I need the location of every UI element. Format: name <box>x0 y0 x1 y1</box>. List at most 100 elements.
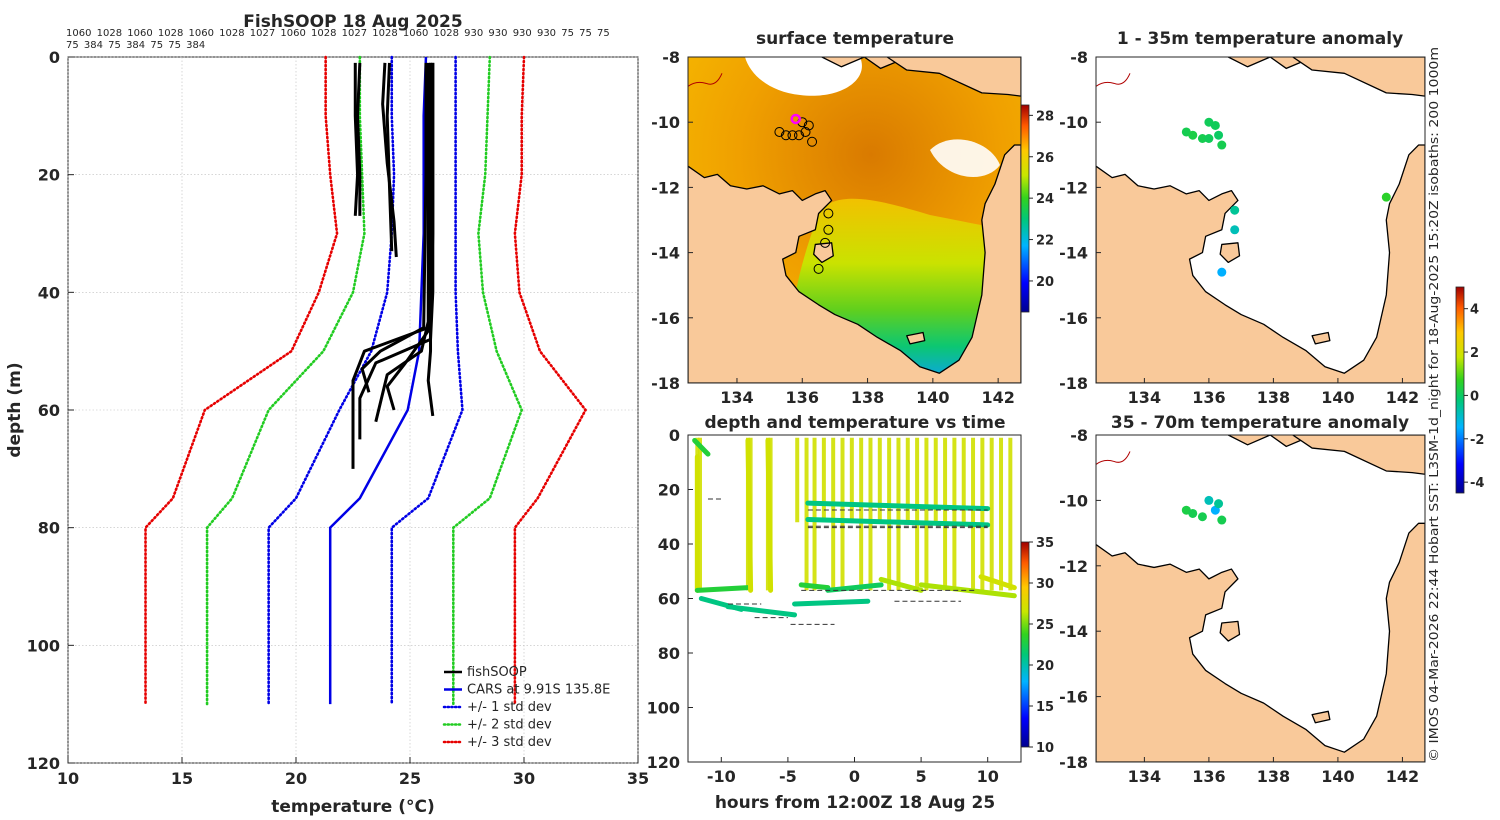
profile-xtick-label: 15 <box>171 769 193 788</box>
anomaly-upper-title: 1 - 35m temperature anomaly <box>1117 29 1403 49</box>
map-land-new-guinea <box>1292 435 1425 475</box>
map-xtick-label: 136 <box>1192 767 1225 786</box>
map-land-australia <box>1096 522 1425 762</box>
map-xtick-label: 142 <box>1386 767 1419 786</box>
map-land-new-guinea <box>886 57 1021 97</box>
sst-cast-marker <box>820 237 831 248</box>
colorbar-tick-label: 0 <box>1470 389 1479 404</box>
profile-xtick-label: 30 <box>513 769 535 788</box>
map-ytick-label: -8 <box>662 48 680 67</box>
fishsoop-cast-line <box>381 62 398 258</box>
legend-label: fishSOOP <box>467 665 527 680</box>
timeseries-xtick-label: 0 <box>849 767 860 786</box>
anomaly-lower-land <box>1096 435 1425 762</box>
sst-cast-marker <box>803 120 814 131</box>
map-ytick-label: -14 <box>1059 244 1088 263</box>
sst-highlight-marker <box>790 113 801 125</box>
profile-ytick-label: 80 <box>38 519 60 538</box>
timeseries-colorbar <box>1020 541 1030 748</box>
map-xtick-label: 140 <box>1321 767 1354 786</box>
profile-ytick-label: 20 <box>38 166 60 185</box>
profile-xtick-label: 25 <box>399 769 421 788</box>
anomaly-upper-land <box>1096 57 1425 383</box>
timeseries-trace <box>692 437 711 457</box>
timeseries-trace <box>978 574 1017 591</box>
anomaly-point <box>1204 495 1214 505</box>
anomaly-point <box>1214 130 1224 140</box>
profile-ytick-label: 100 <box>27 636 60 655</box>
map-xtick-label: 142 <box>981 388 1014 407</box>
map-xtick-label: 140 <box>1321 388 1354 407</box>
map-island <box>813 242 834 264</box>
colorbar-tick-label: 30 <box>1036 577 1054 592</box>
map-ytick-label: -12 <box>651 178 680 197</box>
colorbar-tick-label: 25 <box>1036 618 1054 633</box>
timeseries-trace <box>918 582 1017 599</box>
anomaly-point <box>1217 140 1227 150</box>
profile-lines <box>144 55 588 706</box>
timeseries-ytick-label: 20 <box>658 481 680 500</box>
profile-ytick-label: 40 <box>38 283 60 302</box>
map-ytick-label: -18 <box>1059 374 1088 393</box>
anomaly-lower-plot-area <box>1095 434 1426 763</box>
sst-cloud <box>930 139 1000 177</box>
anomaly-lower-title: 35 - 70m temperature anomaly <box>1111 413 1409 433</box>
legend-label: CARS at 9.91S 135.8E <box>467 683 610 698</box>
timeseries-ytick-label: 0 <box>669 426 680 445</box>
profile-series-line <box>513 55 588 706</box>
profile-ytick-label: 0 <box>49 48 60 67</box>
colorbar-tick-label: 2 <box>1470 346 1479 361</box>
map-xtick-label: 138 <box>1257 767 1290 786</box>
anomaly-point <box>1214 499 1224 509</box>
timeseries-xlabel: hours from 12:00Z 18 Aug 25 <box>715 793 995 813</box>
anomaly-colorbar-ticks: -4 -2 0 2 4 <box>1464 303 1484 491</box>
colorbar-tick-label: 10 <box>1036 741 1054 756</box>
timeseries-xtick-label: -10 <box>707 767 736 786</box>
timeseries-traces <box>692 437 1017 625</box>
timeseries-trace <box>878 576 924 593</box>
timeseries-title: depth and temperature vs time <box>705 413 1006 433</box>
map-ytick-label: -16 <box>1059 309 1088 328</box>
anomaly-point <box>1217 515 1227 525</box>
map-ytick-label: -18 <box>651 374 680 393</box>
timeseries-trace <box>745 437 754 593</box>
timeseries-trace <box>694 585 751 593</box>
legend-label: +/- 1 std dev <box>467 700 552 715</box>
timeseries-trace <box>798 582 831 591</box>
fishsoop-cast-line <box>353 62 360 216</box>
anomaly-upper-ticks: 134 136 138 140 142 -8 -10 -12 -14 -16 -18 <box>1059 48 1419 407</box>
map-xtick-label: 142 <box>1386 388 1419 407</box>
sst-colorbar-ticks: 20 22 24 26 28 <box>1029 109 1054 290</box>
profile-series-line <box>390 55 464 706</box>
profile-xlabel: temperature (°C) <box>271 797 435 817</box>
map-ytick-label: -16 <box>1059 688 1088 707</box>
station-labels: 1060 1028 1060 1028 1060 1028 1027 1060 … <box>66 28 610 51</box>
map-xtick-label: 136 <box>1192 388 1225 407</box>
map-river <box>688 73 723 87</box>
profile-series-line <box>452 55 524 706</box>
sst-cast-marker <box>780 130 791 141</box>
anomaly-point <box>1188 508 1198 518</box>
anomaly-point <box>1197 512 1207 522</box>
map-land-australia <box>688 144 1021 383</box>
map-island <box>1311 331 1331 345</box>
timeseries-xtick-label: -5 <box>779 767 797 786</box>
timeseries-colorbar-ticks: 10 15 20 25 30 35 <box>1029 536 1054 756</box>
profile-series-line <box>144 55 339 706</box>
fishsoop-cast-line <box>356 62 362 216</box>
map-island <box>1219 620 1241 642</box>
sst-title: surface temperature <box>756 29 954 49</box>
legend-label: +/- 3 std dev <box>467 735 552 750</box>
map-xtick-label: 138 <box>1257 388 1290 407</box>
anomaly-point <box>1197 134 1207 143</box>
fishsoop-cast-line <box>385 62 394 252</box>
fishsoop-cast-line <box>360 62 428 393</box>
station-labels-box: 1060 1028 1060 1028 1060 1028 1027 1060 … <box>66 28 610 51</box>
anomaly-point <box>1204 134 1214 143</box>
timeseries-trace <box>805 516 991 528</box>
sst-land <box>688 57 1021 383</box>
colorbar-tick-label: 24 <box>1036 192 1054 207</box>
map-xtick-label: 138 <box>851 388 884 407</box>
profile-series-line <box>328 56 428 705</box>
